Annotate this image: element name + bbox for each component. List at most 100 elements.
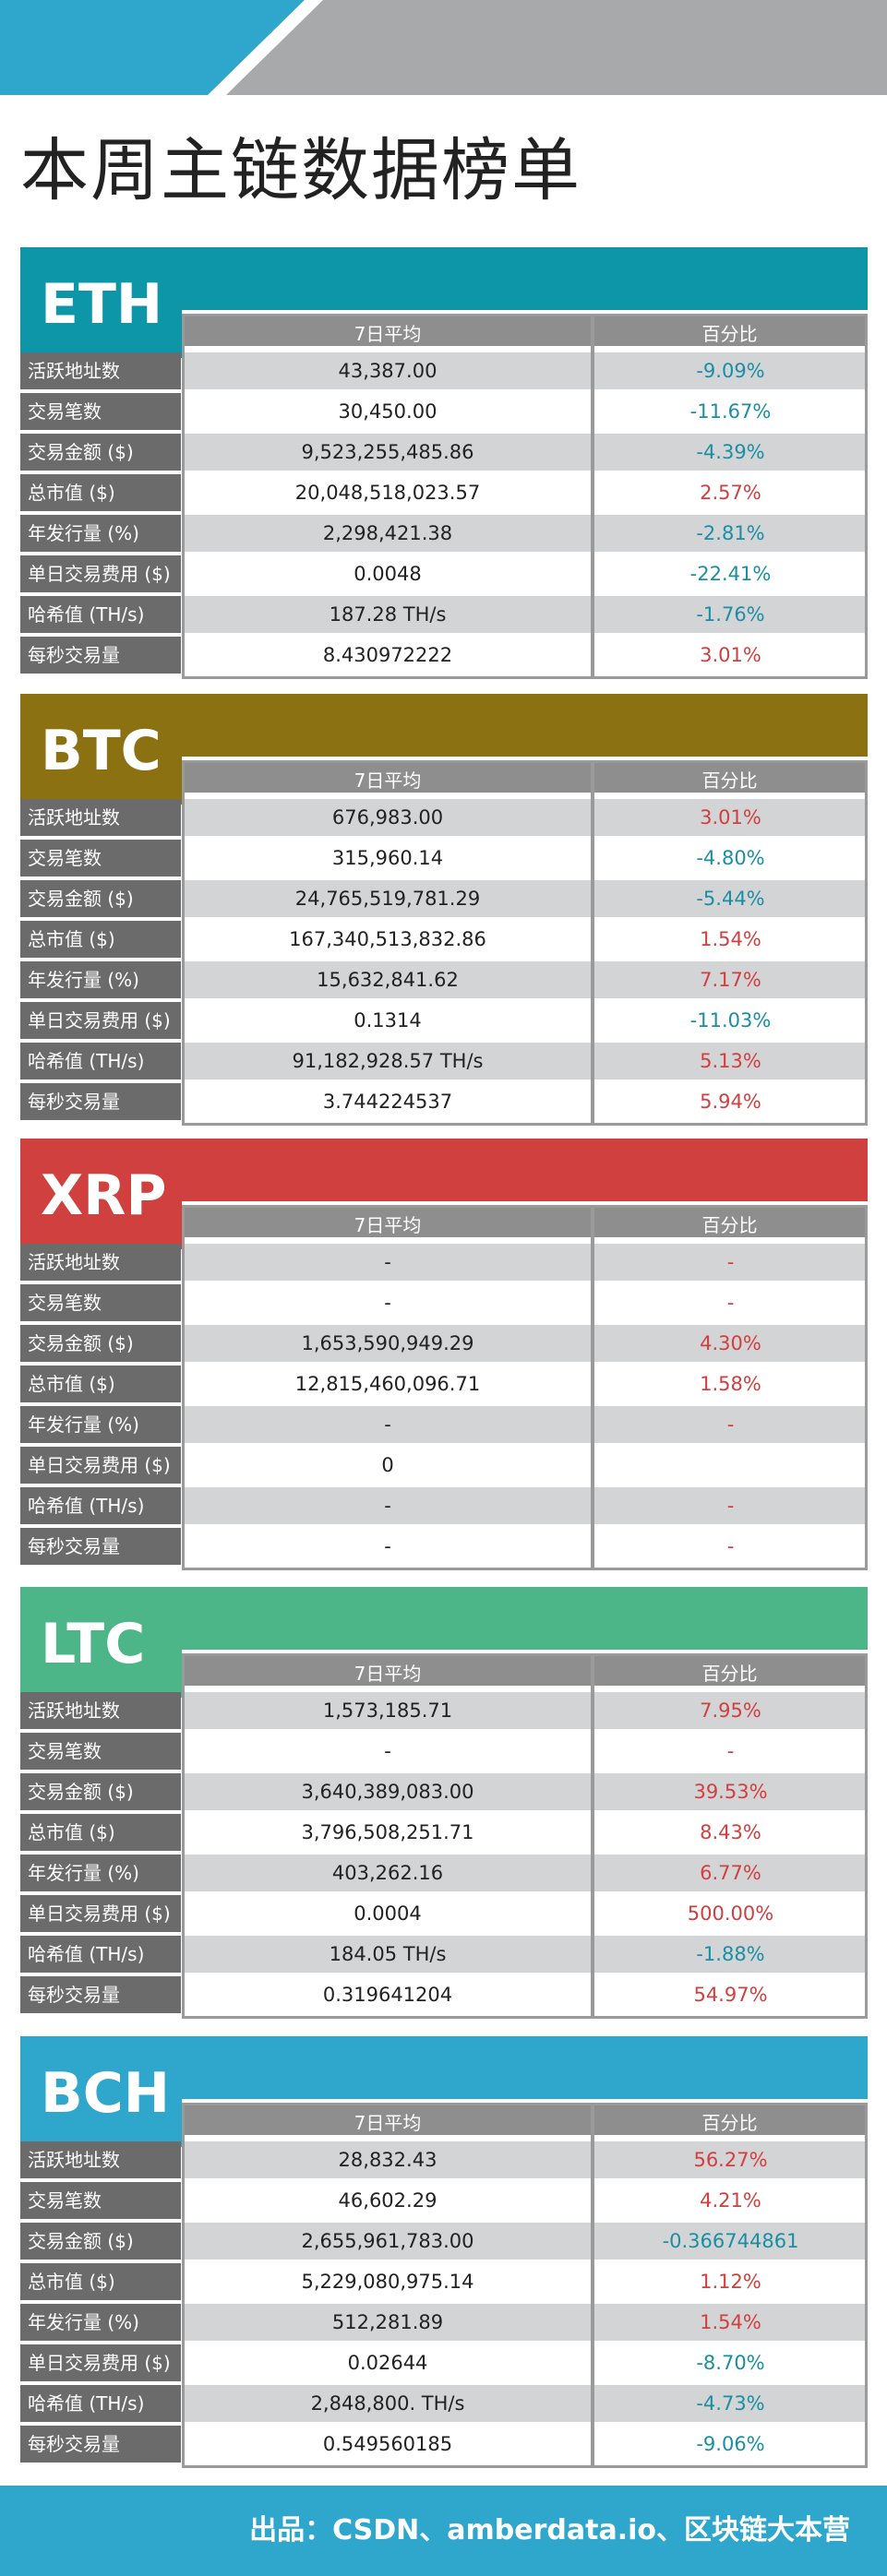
- pct-value: -: [594, 1244, 867, 1281]
- row-label: 哈希值 (TH/s): [20, 2385, 181, 2422]
- avg-value: 2,848,800. TH/s: [185, 2385, 591, 2422]
- avg-value: 3.744224537: [185, 1083, 591, 1120]
- table-row: 哈希值 (TH/s) 184.05 TH/s -1.88%: [20, 1936, 868, 1976]
- avg-value: 2,298,421.38: [185, 515, 591, 552]
- pct-value: 4.21%: [594, 2182, 867, 2219]
- column-header-avg: 7日平均: [182, 314, 593, 349]
- avg-value: -: [185, 1244, 591, 1281]
- column-header-avg: 7日平均: [182, 1205, 593, 1240]
- column-header-avg: 7日平均: [182, 1653, 593, 1688]
- section-tab: [20, 247, 182, 358]
- avg-value: 184.05 TH/s: [185, 1936, 591, 1973]
- avg-value: 403,262.16: [185, 1854, 591, 1891]
- pct-value: 2.57%: [594, 474, 867, 511]
- row-label: 每秒交易量: [20, 1083, 181, 1120]
- avg-value: 1,573,185.71: [185, 1692, 591, 1729]
- section-tab: [20, 2036, 182, 2147]
- avg-value: 1,653,590,949.29: [185, 1325, 591, 1362]
- pct-value: -0.366744861: [594, 2223, 867, 2260]
- row-label: 总市值 ($): [20, 1814, 181, 1851]
- table-row: 哈希值 (TH/s) 91,182,928.57 TH/s 5.13%: [20, 1043, 868, 1083]
- row-label: 活跃地址数: [20, 1692, 181, 1729]
- section-xrp: XRP 7日平均 百分比 活跃地址数 - - 交易笔数 - - 交易金额 ($) 1,653,590…: [20, 1139, 868, 1572]
- avg-value: 167,340,513,832.86: [185, 921, 591, 958]
- row-label: 年发行量 (%): [20, 1854, 181, 1891]
- row-label: 每秒交易量: [20, 1976, 181, 2013]
- row-label: 交易笔数: [20, 2182, 181, 2219]
- avg-value: 3,796,508,251.71: [185, 1814, 591, 1851]
- avg-value: -: [185, 1733, 591, 1770]
- row-label: 单日交易费用 ($): [20, 1447, 181, 1484]
- section-tab: [20, 694, 182, 805]
- avg-value: 46,602.29: [185, 2182, 591, 2219]
- pct-value: 54.97%: [594, 1976, 867, 2013]
- pct-value: -1.88%: [594, 1936, 867, 1973]
- table-row: 活跃地址数 676,983.00 3.01%: [20, 799, 868, 840]
- pct-value: -4.39%: [594, 434, 867, 471]
- row-label: 交易笔数: [20, 1284, 181, 1321]
- row-label: 年发行量 (%): [20, 961, 181, 998]
- avg-value: 30,450.00: [185, 393, 591, 430]
- column-header-avg: 7日平均: [182, 760, 593, 795]
- pct-value: [594, 1447, 867, 1484]
- row-label: 年发行量 (%): [20, 2304, 181, 2341]
- row-label: 年发行量 (%): [20, 515, 181, 552]
- pct-value: -11.03%: [594, 1002, 867, 1039]
- section-btc: BTC 7日平均 百分比 活跃地址数 676,983.00 3.01% 交易笔数 315,96…: [20, 694, 868, 1127]
- pct-value: -2.81%: [594, 515, 867, 552]
- row-label: 每秒交易量: [20, 637, 181, 674]
- footer-band: 出品：CSDN、amberdata.io、区块链大本营: [0, 2486, 887, 2576]
- table-row: 单日交易费用 ($) 0.0004 500.00%: [20, 1895, 868, 1936]
- pct-value: -: [594, 1733, 867, 1770]
- avg-value: -: [185, 1284, 591, 1321]
- pct-value: 1.54%: [594, 2304, 867, 2341]
- avg-value: 0.319641204: [185, 1976, 591, 2013]
- column-header-pct: 百分比: [592, 1205, 868, 1240]
- table-row: 每秒交易量 8.430972222 3.01%: [20, 637, 868, 677]
- pct-value: -9.06%: [594, 2426, 867, 2463]
- table-row: 交易笔数 46,602.29 4.21%: [20, 2182, 868, 2223]
- table-row: 交易金额 ($) 24,765,519,781.29 -5.44%: [20, 880, 868, 921]
- row-label: 活跃地址数: [20, 1244, 181, 1281]
- pct-value: 39.53%: [594, 1773, 867, 1810]
- section-ltc: LTC 7日平均 百分比 活跃地址数 1,573,185.71 7.95% 交易笔数 - - 交易…: [20, 1587, 868, 2021]
- avg-value: 2,655,961,783.00: [185, 2223, 591, 2260]
- avg-value: 315,960.14: [185, 840, 591, 877]
- row-label: 单日交易费用 ($): [20, 1895, 181, 1932]
- pct-value: 56.27%: [594, 2141, 867, 2178]
- pct-value: 1.54%: [594, 921, 867, 958]
- table-row: 交易金额 ($) 9,523,255,485.86 -4.39%: [20, 434, 868, 474]
- avg-value: 5,229,080,975.14: [185, 2263, 591, 2300]
- pct-value: 1.58%: [594, 1366, 867, 1402]
- table-row: 年发行量 (%) 512,281.89 1.54%: [20, 2304, 868, 2344]
- avg-value: 0: [185, 1447, 591, 1484]
- section-tab: [20, 1587, 182, 1698]
- pct-value: -: [594, 1487, 867, 1524]
- pct-value: -1.76%: [594, 596, 867, 633]
- table-row: 交易笔数 - -: [20, 1284, 868, 1325]
- pct-value: 5.94%: [594, 1083, 867, 1120]
- avg-value: -: [185, 1406, 591, 1443]
- row-label: 交易金额 ($): [20, 1325, 181, 1362]
- pct-value: -: [594, 1528, 867, 1565]
- section-name: LTC: [41, 1612, 146, 1676]
- section-bch: BCH 7日平均 百分比 活跃地址数 28,832.43 56.27% 交易笔数 46,602…: [20, 2036, 868, 2470]
- avg-value: 24,765,519,781.29: [185, 880, 591, 917]
- row-label: 哈希值 (TH/s): [20, 1043, 181, 1079]
- avg-value: 187.28 TH/s: [185, 596, 591, 633]
- table-row: 总市值 ($) 20,048,518,023.57 2.57%: [20, 474, 868, 515]
- table-row: 总市值 ($) 3,796,508,251.71 8.43%: [20, 1814, 868, 1854]
- table-row: 单日交易费用 ($) 0: [20, 1447, 868, 1487]
- avg-value: -: [185, 1487, 591, 1524]
- column-header-pct: 百分比: [592, 760, 868, 795]
- row-label: 年发行量 (%): [20, 1406, 181, 1443]
- row-label: 哈希值 (TH/s): [20, 1487, 181, 1524]
- table-row: 活跃地址数 43,387.00 -9.09%: [20, 352, 868, 393]
- table-row: 年发行量 (%) 403,262.16 6.77%: [20, 1854, 868, 1895]
- avg-value: 0.02644: [185, 2344, 591, 2381]
- row-label: 交易金额 ($): [20, 434, 181, 471]
- footer-credit: 出品：CSDN、amberdata.io、区块链大本营: [249, 2514, 850, 2546]
- banner-blue-shape: [0, 0, 305, 95]
- table-row: 单日交易费用 ($) 0.02644 -8.70%: [20, 2344, 868, 2385]
- table-row: 交易金额 ($) 1,653,590,949.29 4.30%: [20, 1325, 868, 1366]
